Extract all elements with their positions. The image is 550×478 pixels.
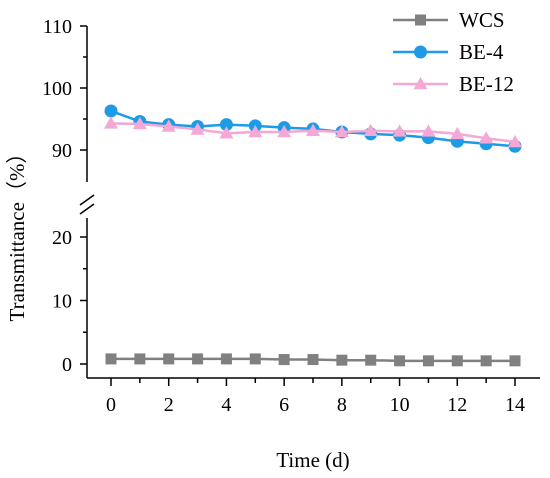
data-point bbox=[219, 126, 234, 139]
legend-item: BE-4 bbox=[393, 40, 504, 64]
legend-label: WCS bbox=[459, 8, 505, 32]
data-point bbox=[363, 123, 378, 137]
data-point bbox=[220, 353, 232, 365]
legend-item: BE-12 bbox=[393, 72, 514, 96]
data-point bbox=[248, 125, 263, 138]
x-tick-label: 12 bbox=[447, 394, 467, 416]
data-point bbox=[421, 124, 436, 137]
y-ticks: 0 10 20 90 100 110 bbox=[42, 16, 87, 376]
legend-item: WCS bbox=[393, 8, 505, 32]
y-tick-label: 10 bbox=[52, 291, 72, 313]
data-point bbox=[104, 116, 118, 129]
y-axis-title: Transmittance（%） bbox=[5, 143, 29, 322]
data-point bbox=[509, 355, 521, 367]
data-point bbox=[450, 126, 465, 140]
data-point bbox=[249, 353, 261, 365]
x-ticks: 0 2 4 6 8 10 12 14 bbox=[106, 378, 525, 416]
data-point bbox=[277, 125, 292, 138]
x-tick-label: 6 bbox=[279, 394, 289, 416]
data-point bbox=[451, 355, 463, 367]
series-layer bbox=[104, 104, 522, 367]
y-tick-label: 100 bbox=[42, 78, 72, 100]
y-tick-label: 20 bbox=[52, 227, 72, 249]
x-tick-label: 14 bbox=[505, 394, 525, 416]
data-point bbox=[394, 355, 406, 367]
data-point bbox=[392, 124, 407, 137]
data-point bbox=[306, 123, 320, 137]
data-point bbox=[104, 104, 118, 118]
data-point bbox=[508, 134, 522, 148]
data-point bbox=[134, 353, 146, 365]
legend-marker bbox=[413, 77, 428, 90]
data-point bbox=[105, 353, 117, 365]
data-point bbox=[161, 119, 176, 132]
data-point bbox=[479, 131, 494, 144]
data-point bbox=[422, 355, 434, 367]
legend-marker bbox=[415, 14, 426, 26]
x-tick-label: 10 bbox=[390, 394, 410, 416]
legend-label: BE-4 bbox=[459, 40, 504, 64]
x-tick-label: 8 bbox=[337, 394, 347, 416]
x-tick-label: 2 bbox=[164, 394, 174, 416]
axis-break-mark bbox=[79, 194, 95, 215]
series-wcs bbox=[105, 353, 521, 367]
data-point bbox=[480, 355, 492, 367]
legend-label: BE-12 bbox=[459, 72, 514, 96]
y-tick-label: 0 bbox=[62, 354, 72, 376]
data-point bbox=[219, 118, 233, 132]
data-point bbox=[334, 125, 349, 138]
data-point bbox=[163, 353, 175, 365]
data-point bbox=[365, 354, 377, 366]
legend: WCS BE-4 BE-12 bbox=[393, 8, 514, 96]
series-be-12 bbox=[104, 116, 522, 148]
y-tick-label: 110 bbox=[43, 16, 72, 38]
data-point bbox=[132, 116, 147, 130]
x-axis-title: Time (d) bbox=[276, 448, 349, 472]
data-point bbox=[307, 354, 319, 366]
data-point bbox=[190, 122, 205, 135]
data-point bbox=[336, 354, 348, 366]
data-point bbox=[278, 354, 290, 366]
x-tick-label: 0 bbox=[106, 394, 116, 416]
legend-marker bbox=[414, 45, 427, 59]
data-point bbox=[192, 353, 204, 365]
x-tick-label: 4 bbox=[221, 394, 231, 416]
y-tick-label: 90 bbox=[52, 140, 72, 162]
